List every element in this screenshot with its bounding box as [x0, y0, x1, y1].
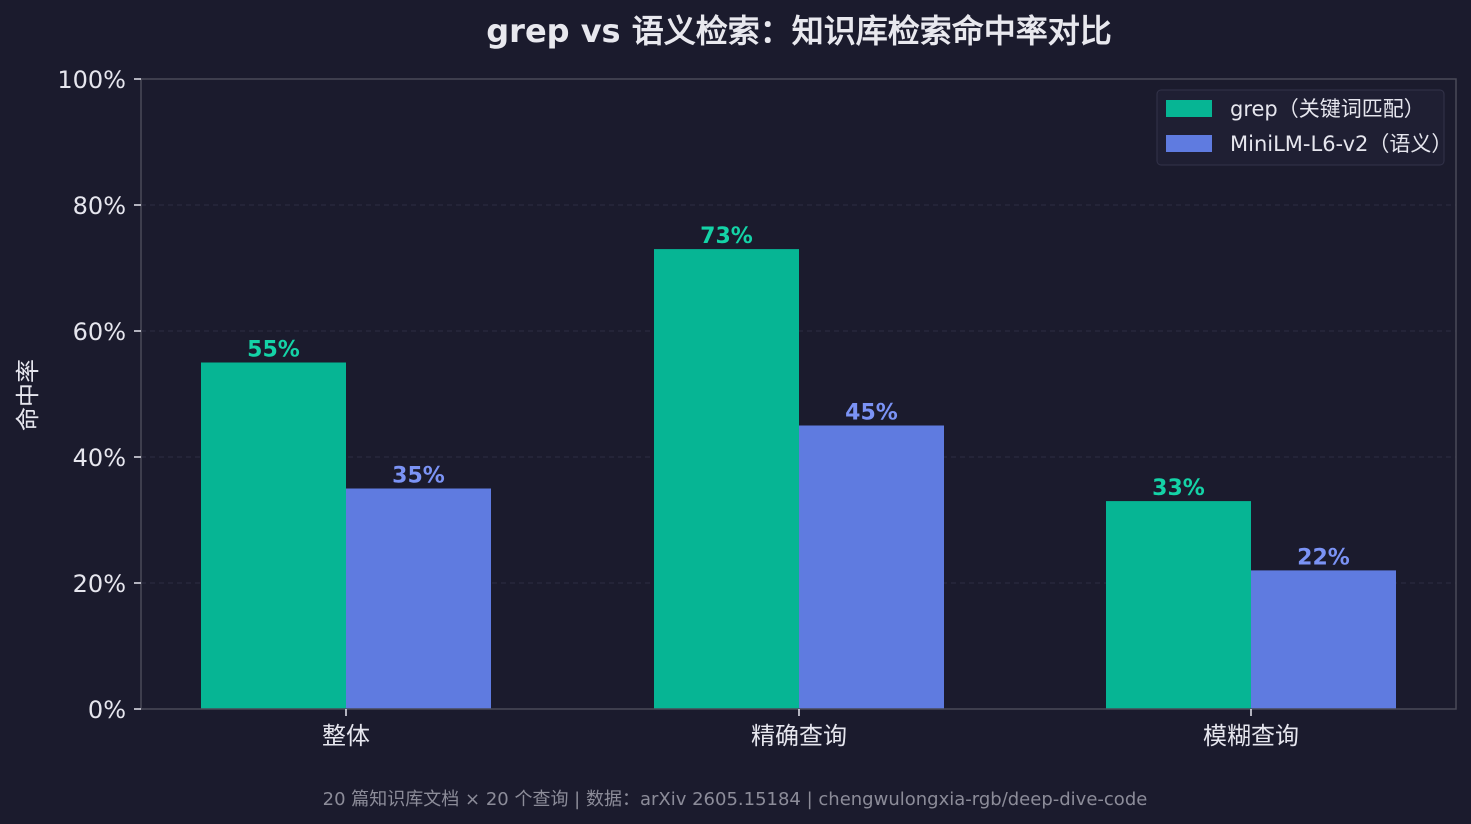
bars	[201, 249, 1396, 709]
y-tick-label: 80%	[73, 192, 126, 220]
y-tick-label: 60%	[73, 318, 126, 346]
legend-box	[1156, 89, 1445, 166]
bar-value-label: 45%	[845, 401, 898, 426]
bar-grep-0	[201, 362, 346, 709]
y-axis-ticks: 0% 20% 40% 60% 80% 100%	[57, 66, 141, 724]
legend-swatch	[1166, 100, 1212, 117]
bar-value-label: 73%	[700, 224, 753, 249]
x-tick-label: 模糊查询	[1203, 722, 1299, 750]
y-axis-label: 命中率	[14, 359, 42, 431]
bar-value-label: 55%	[247, 338, 300, 363]
x-axis-ticks: 整体 精确查询 模糊查询	[322, 709, 1299, 750]
value-labels: 55% 73% 33% 35% 45% 22%	[247, 224, 1350, 570]
y-tick-label: 0%	[88, 696, 126, 724]
x-tick-label: 整体	[322, 722, 370, 750]
bar-value-label: 35%	[392, 464, 445, 489]
legend: grep（关键词匹配） MiniLM-L6-v2（语义）	[1156, 89, 1452, 166]
bar-minilm-2	[1251, 570, 1396, 709]
y-tick-label: 20%	[73, 570, 126, 598]
legend-label: MiniLM-L6-v2（语义）	[1230, 132, 1452, 156]
bar-minilm-1	[799, 425, 944, 709]
bar-value-label: 33%	[1152, 476, 1205, 501]
chart-title: grep vs 语义检索：知识库检索命中率对比	[486, 12, 1112, 50]
bar-minilm-0	[346, 488, 491, 709]
y-tick-label: 40%	[73, 444, 126, 472]
chart-footnote: 20 篇知识库文档 × 20 个查询 | 数据：arXiv 2605.15184…	[323, 789, 1148, 810]
legend-label: grep（关键词匹配）	[1230, 97, 1425, 121]
bar-value-label: 22%	[1297, 545, 1350, 570]
bar-grep-2	[1106, 501, 1251, 709]
bar-grep-1	[654, 249, 799, 709]
y-tick-label: 100%	[57, 66, 126, 94]
x-tick-label: 精确查询	[751, 722, 847, 750]
legend-swatch	[1166, 135, 1212, 152]
